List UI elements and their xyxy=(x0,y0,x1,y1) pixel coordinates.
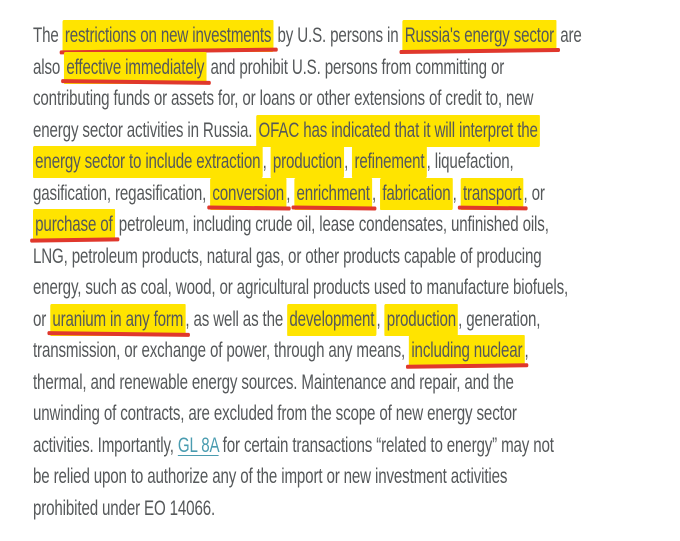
highlighted-underlined-phrase: effective immediately xyxy=(64,51,207,84)
text-line: or uranium in any form, as well as the d… xyxy=(33,303,540,336)
text-segment: for certain transactions “related to ene… xyxy=(218,433,554,457)
highlighted-phrase: energy sector to include extraction xyxy=(33,146,263,178)
highlighted-underlined-phrase: restrictions on new investments xyxy=(62,20,274,52)
highlighted-underlined-phrase: Russia's energy sector xyxy=(402,20,557,52)
text-segment: LNG, petroleum products, natural gas, or… xyxy=(33,244,542,268)
highlighted-phrase: development xyxy=(287,303,377,336)
text-segment: , generation, xyxy=(458,307,541,331)
highlighted-underlined-phrase: uranium in any form xyxy=(50,303,186,336)
text-segment: contributing funds or assets for, or loa… xyxy=(33,87,534,110)
paragraph: The restrictions on new investments by U… xyxy=(33,20,680,524)
text-segment: be relied upon to authorize any of the i… xyxy=(33,465,508,488)
text-line: unwinding of contracts, are excluded fro… xyxy=(33,398,517,430)
text-segment: thermal, and renewable energy sources. M… xyxy=(33,370,514,394)
text-line: The restrictions on new investments by U… xyxy=(33,20,582,52)
text-line: gasification, regasification, conversion… xyxy=(33,177,545,210)
text-segment: , xyxy=(372,181,381,205)
highlighted-underlined-phrase: enrichment xyxy=(294,177,373,210)
text-line: thermal, and renewable energy sources. M… xyxy=(33,367,514,399)
highlighted-underlined-phrase: conversion xyxy=(210,177,287,210)
highlighted-phrase: production xyxy=(270,146,345,178)
highlighted-underlined-phrase: including nuclear xyxy=(409,335,525,367)
text-segment: The xyxy=(33,24,63,47)
text-line: energy sector activities in Russia. OFAC… xyxy=(33,114,540,147)
text-segment: petroleum, including crude oil, lease co… xyxy=(114,213,549,236)
highlighted-phrase: production xyxy=(384,303,459,336)
text-segment: or xyxy=(33,307,51,331)
text-segment: gasification, regasification, xyxy=(33,181,211,205)
text-segment: , xyxy=(452,181,461,205)
text-segment: , or xyxy=(523,181,545,205)
text-segment: activities. Importantly, xyxy=(33,433,178,457)
text-segment: , xyxy=(376,307,385,331)
text-segment: also xyxy=(33,55,65,79)
text-line: LNG, petroleum products, natural gas, or… xyxy=(33,241,542,273)
text-line: purchase of petroleum, including crude o… xyxy=(33,209,549,241)
text-segment: , xyxy=(524,339,529,362)
text-line: activities. Importantly, GL 8A for certa… xyxy=(33,430,554,462)
text-segment: , as well as the xyxy=(185,307,288,331)
highlighted-phrase: refinement xyxy=(352,146,427,178)
text-segment: prohibited under EO 14066. xyxy=(33,496,216,520)
text-segment: are xyxy=(556,24,582,47)
text-segment: unwinding of contracts, are excluded fro… xyxy=(33,402,517,425)
text-segment: , xyxy=(262,150,271,173)
text-segment: by U.S. persons in xyxy=(273,24,403,47)
text-segment: , xyxy=(344,150,353,173)
text-segment: , xyxy=(286,181,295,205)
highlighted-phrase: fabrication xyxy=(380,177,453,210)
text-line: energy, such as coal, wood, or agricultu… xyxy=(33,272,568,304)
text-line: contributing funds or assets for, or loa… xyxy=(33,83,533,115)
text-line: energy sector to include extraction, pro… xyxy=(33,146,514,178)
text-segment: and prohibit U.S. persons from committin… xyxy=(206,55,505,79)
highlighted-underlined-phrase: transport xyxy=(460,177,524,210)
text-line: prohibited under EO 14066. xyxy=(33,493,499,525)
text-line: also effective immediately and prohibit … xyxy=(33,51,504,84)
text-line: transmission, or exchange of power, thro… xyxy=(33,335,529,367)
gl-8a-link[interactable]: GL 8A xyxy=(177,433,219,457)
highlighted-phrase: OFAC has indicated that it will interpre… xyxy=(256,114,540,147)
text-line: be relied upon to authorize any of the i… xyxy=(33,461,507,493)
text-segment: energy sector activities in Russia. xyxy=(33,118,257,142)
highlighted-underlined-phrase: purchase of xyxy=(33,209,115,241)
text-segment: , liquefaction, xyxy=(426,150,514,173)
text-segment: transmission, or exchange of power, thro… xyxy=(33,339,410,362)
text-segment: energy, such as coal, wood, or agricultu… xyxy=(33,276,569,299)
